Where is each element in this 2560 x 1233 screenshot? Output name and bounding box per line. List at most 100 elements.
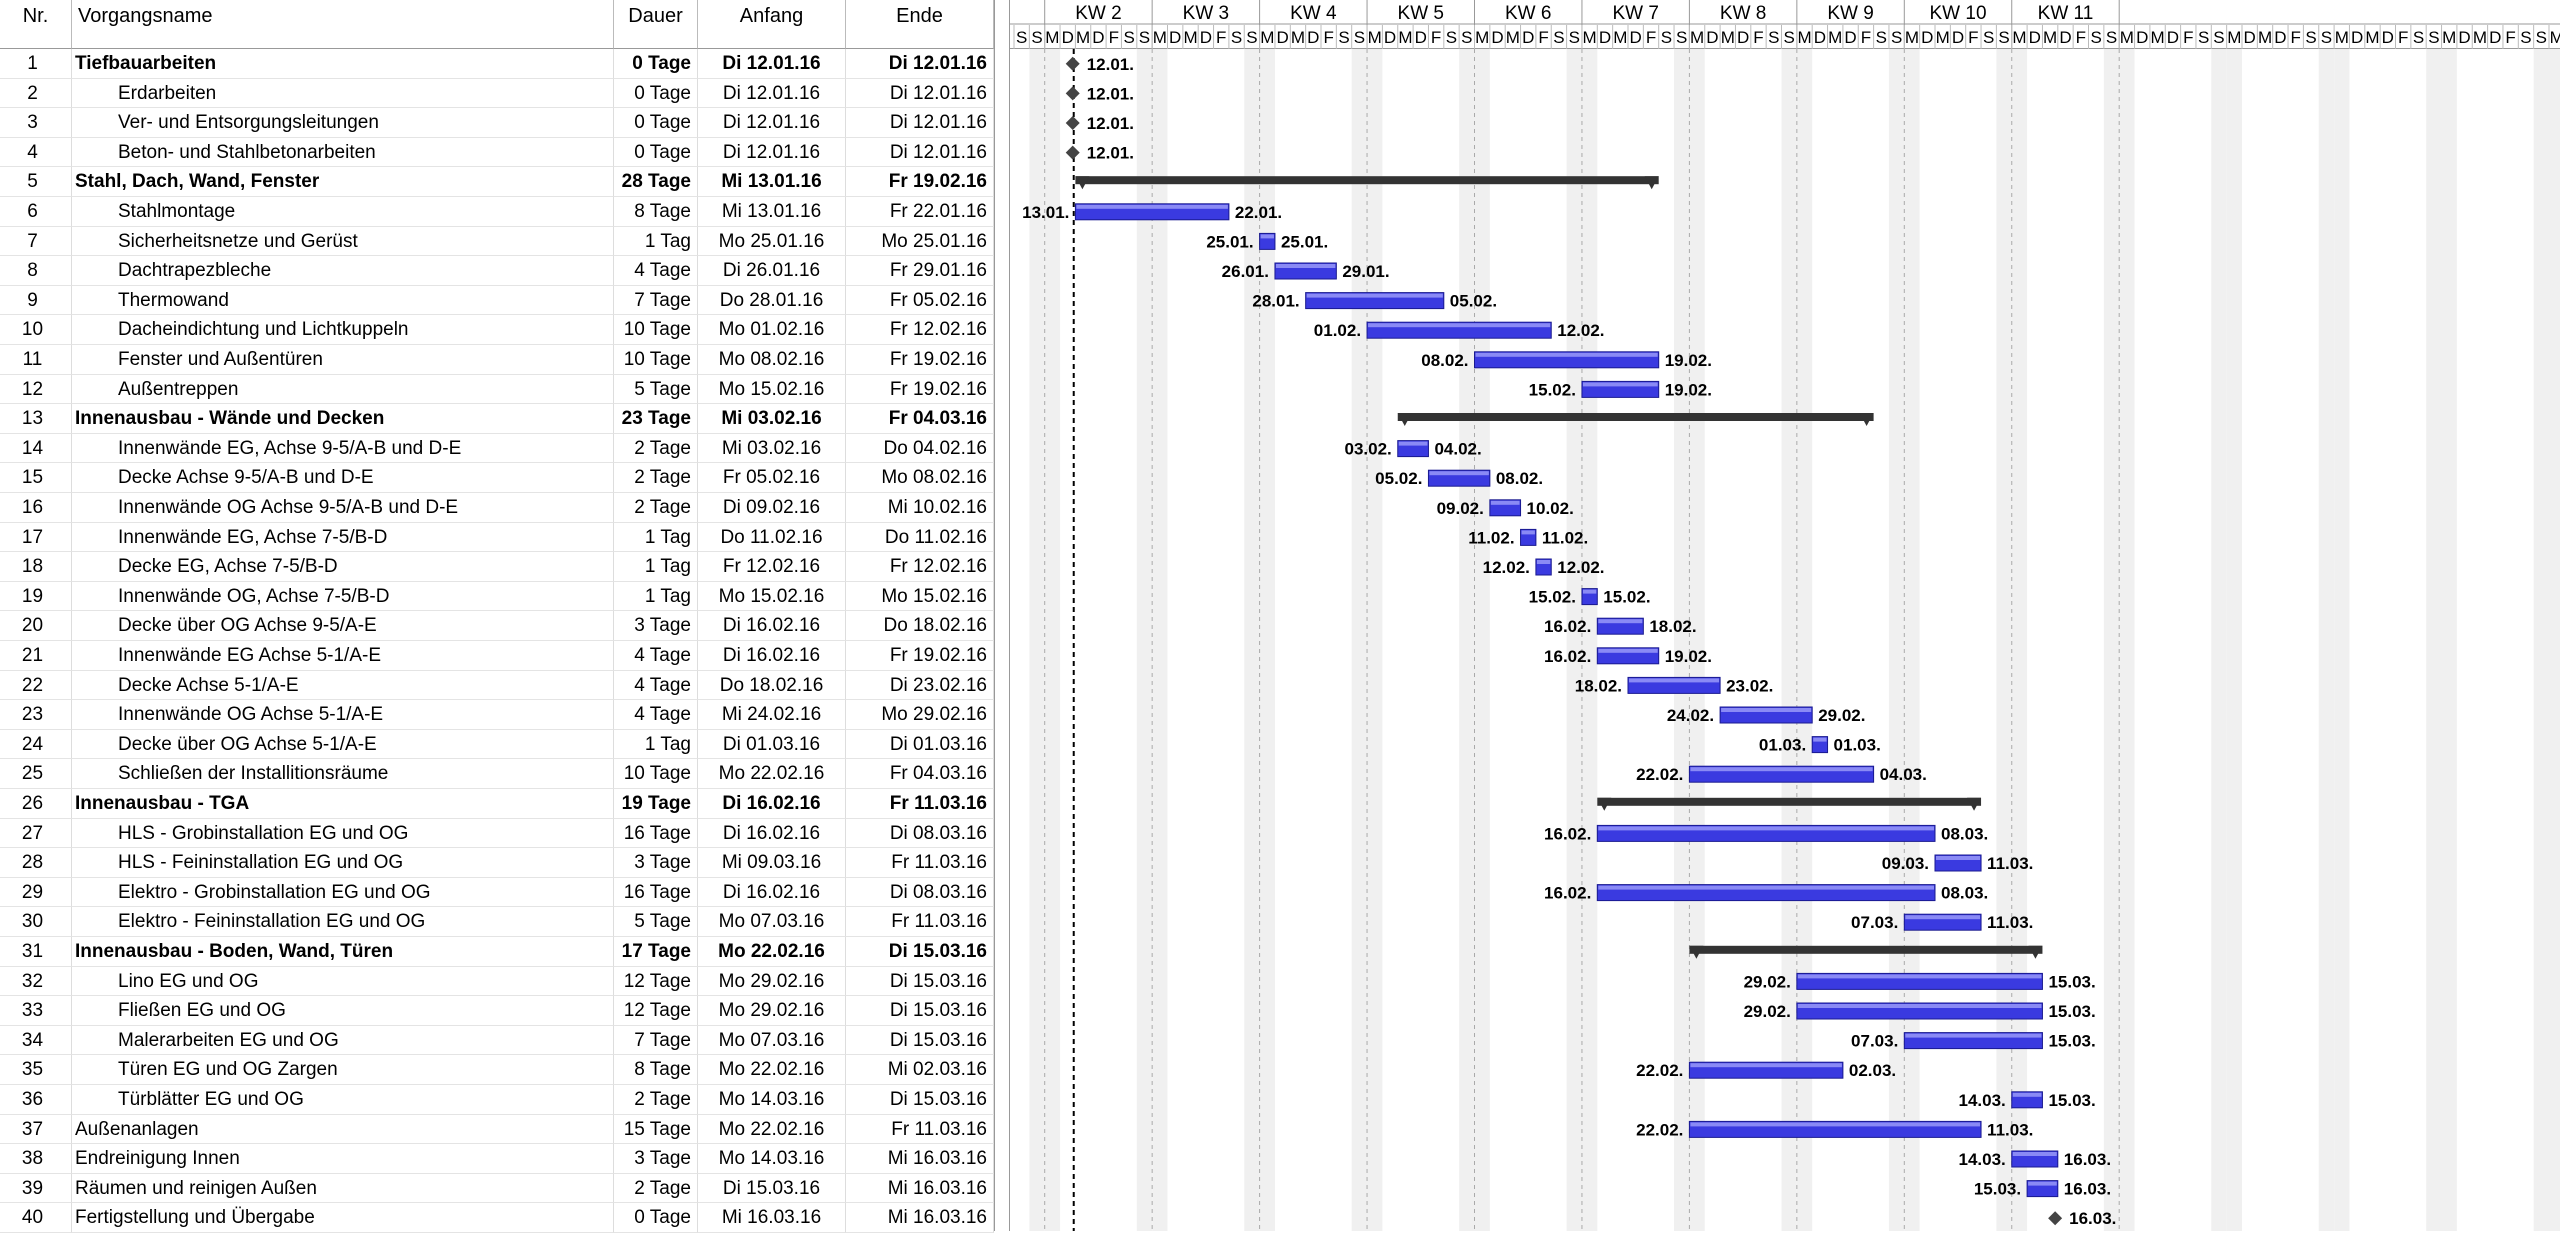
table-row[interactable]: 33 Fließen EG und OG 12 Tage Mo 29.02.16 Di …: [0, 996, 1010, 1026]
task-end: Do 04.02.16: [846, 433, 994, 464]
task-duration: 0 Tage: [614, 49, 698, 79]
day-letter: S: [1661, 28, 1672, 47]
table-row[interactable]: 22 Decke Achse 5-1/A-E 4 Tage Do 18.02.16 Di…: [0, 670, 1010, 701]
weekend-shade: [1259, 49, 1275, 1231]
task-duration: 16 Tage: [614, 877, 698, 908]
task-name: Innenwände EG, Achse 9-5/A-B und D-E: [72, 433, 614, 464]
table-row[interactable]: 13 Innenausbau - Wände und Decken 23 Tage M…: [0, 404, 1010, 434]
table-row[interactable]: 4 Beton- und Stahlbetonarbeiten 0 Tage Di 1…: [0, 137, 1010, 168]
task-duration: 10 Tage: [614, 759, 698, 789]
table-row[interactable]: 14 Innenwände EG, Achse 9-5/A-B und D-E 2 …: [0, 433, 1010, 464]
task-end: Di 15.03.16: [846, 1025, 994, 1056]
task-bar-highlight: [1690, 1122, 1981, 1127]
column-header-duration[interactable]: Dauer: [614, 0, 698, 49]
milestone-marker: [1065, 145, 1080, 160]
summary-cap-end: [2028, 945, 2043, 959]
table-row[interactable]: 31 Innenausbau - Boden, Wand, Türen 17 Tag…: [0, 937, 1010, 967]
day-letter: M: [1076, 28, 1090, 47]
task-end: Mo 25.01.16: [846, 226, 994, 257]
table-row[interactable]: 36 Türblätter EG und OG 2 Tage Mo 14.03.16 D…: [0, 1085, 1010, 1115]
table-row[interactable]: 40 Fertigstellung und Übergabe 0 Tage Mi 16…: [0, 1203, 1010, 1233]
table-row[interactable]: 37 Außenanlagen 15 Tage Mo 22.02.16 Fr 11.03…: [0, 1114, 1010, 1145]
split-bar[interactable]: [994, 0, 1010, 1231]
task-end: Fr 29.01.16: [846, 256, 994, 286]
task-name: Malerarbeiten EG und OG: [72, 1025, 614, 1056]
table-row[interactable]: 11 Fenster und Außentüren 10 Tage Mo 08.02.…: [0, 345, 1010, 375]
task-start: Mo 22.02.16: [698, 759, 846, 789]
task-name: Decke über OG Achse 9-5/A-E: [72, 611, 614, 641]
day-letter: M: [2227, 28, 2241, 47]
table-row[interactable]: 39 Räumen und reinigen Außen 2 Tage Di 15.0…: [0, 1173, 1010, 1204]
table-row[interactable]: 12 Außentreppen 5 Tage Mo 15.02.16 Fr 19.02.…: [0, 374, 1010, 405]
day-letter: F: [1109, 28, 1119, 47]
day-letter: S: [2428, 28, 2439, 47]
bar-label-start: 07.03.: [1851, 913, 1898, 932]
gantt-chart: KW 2 KW 3 KW 4 KW 5 KW 6 KW 7 KW 8 KW 9 KW 10 KW …: [1010, 0, 2560, 1231]
task-bar-highlight: [1797, 974, 2042, 979]
task-name: Thermowand: [72, 285, 614, 316]
table-row[interactable]: 9 Thermowand 7 Tage Do 28.01.16 Fr 05.02.16: [0, 285, 1010, 316]
day-letter: D: [1952, 28, 1964, 47]
table-row[interactable]: 23 Innenwände OG Achse 5-1/A-E 4 Tage Mi 24…: [0, 700, 1010, 730]
table-row[interactable]: 16 Innenwände OG Achse 9-5/A-B und D-E 2 T…: [0, 493, 1010, 523]
table-row[interactable]: 19 Innenwände OG, Achse 7-5/B-D 1 Tag Mo 15…: [0, 581, 1010, 612]
table-row[interactable]: 5 Stahl, Dach, Wand, Fenster 28 Tage Mi 13.…: [0, 167, 1010, 197]
task-start: Fr 05.02.16: [698, 463, 846, 493]
task-name: Stahl, Dach, Wand, Fenster: [72, 167, 614, 197]
task-bar-highlight: [1306, 293, 1443, 298]
task-duration: 10 Tage: [614, 315, 698, 345]
table-row[interactable]: 3 Ver- und Entsorgungsleitungen 0 Tage Di 1…: [0, 108, 1010, 138]
day-letter: F: [1431, 28, 1441, 47]
day-letter: D: [2274, 28, 2286, 47]
day-letter: S: [1031, 28, 1042, 47]
day-letter: D: [2382, 28, 2394, 47]
day-letter: M: [1936, 28, 1950, 47]
task-bar-highlight: [1721, 708, 1812, 712]
table-row[interactable]: 10 Dacheindichtung und Lichtkuppeln 10 Tag…: [0, 315, 1010, 345]
table-row[interactable]: 21 Innenwände EG Achse 5-1/A-E 4 Tage Di 16…: [0, 641, 1010, 671]
task-name: Endreinigung Innen: [72, 1144, 614, 1174]
table-row[interactable]: 29 Elektro - Grobinstallation EG und OG 16…: [0, 877, 1010, 908]
day-letter: M: [1183, 28, 1197, 47]
table-row[interactable]: 27 HLS - Grobinstallation EG und OG 16 Tag…: [0, 818, 1010, 849]
day-letter: M: [1475, 28, 1489, 47]
table-row[interactable]: 28 HLS - Feininstallation EG und OG 3 Tage…: [0, 848, 1010, 878]
table-row[interactable]: 35 Türen EG und OG Zargen 8 Tage Mo 22.02.1…: [0, 1055, 1010, 1085]
weekend-shade: [1996, 49, 2012, 1231]
task-start: Di 09.02.16: [698, 493, 846, 523]
table-row[interactable]: 6 Stahlmontage 8 Tage Mi 13.01.16 Fr 22.01.1…: [0, 197, 1010, 227]
task-nr: 8: [0, 256, 72, 286]
table-row[interactable]: 15 Decke Achse 9-5/A-B und D-E 2 Tage Fr 05…: [0, 463, 1010, 493]
table-row[interactable]: 7 Sicherheitsnetze und Gerüst 1 Tag Mo 25.0…: [0, 226, 1010, 257]
table-row[interactable]: 32 Lino EG und OG 12 Tage Mo 29.02.16 Di 15.…: [0, 966, 1010, 997]
task-name: Dacheindichtung und Lichtkuppeln: [72, 315, 614, 345]
task-duration: 19 Tage: [614, 789, 698, 819]
table-row[interactable]: 30 Elektro - Feininstallation EG und OG 5 …: [0, 907, 1010, 937]
table-row[interactable]: 20 Decke über OG Achse 9-5/A-E 3 Tage Di 16…: [0, 611, 1010, 641]
column-header-end[interactable]: Ende: [846, 0, 994, 49]
task-end: Mo 08.02.16: [846, 463, 994, 493]
bar-label-end: 08.03.: [1941, 824, 1988, 843]
table-row[interactable]: 24 Decke über OG Achse 5-1/A-E 1 Tag Di 01.…: [0, 729, 1010, 760]
task-start: Mi 24.02.16: [698, 700, 846, 730]
column-header-start[interactable]: Anfang: [698, 0, 846, 49]
bar-label-end: 04.02.: [1434, 440, 1481, 459]
table-row[interactable]: 17 Innenwände EG, Achse 7-5/B-D 1 Tag Do 11…: [0, 522, 1010, 553]
column-header-nr[interactable]: Nr.: [0, 0, 72, 49]
table-row[interactable]: 34 Malerarbeiten EG und OG 7 Tage Mo 07.03.…: [0, 1025, 1010, 1056]
table-row[interactable]: 1 Tiefbauarbeiten 0 Tage Di 12.01.16 Di 12.0…: [0, 49, 1010, 79]
table-row[interactable]: 25 Schließen der Installitionsräume 10 Tag…: [0, 759, 1010, 789]
table-row[interactable]: 2 Erdarbeiten 0 Tage Di 12.01.16 Di 12.01.16: [0, 78, 1010, 109]
bar-label-start: 14.03.: [1958, 1150, 2005, 1169]
task-name: Innenwände OG Achse 9-5/A-B und D-E: [72, 493, 614, 523]
table-row[interactable]: 8 Dachtrapezbleche 4 Tage Di 26.01.16 Fr 29.…: [0, 256, 1010, 286]
bar-label-start: 08.02.: [1421, 351, 1468, 370]
column-header-name[interactable]: Vorgangsname: [72, 0, 614, 49]
day-letter: S: [1016, 28, 1027, 47]
task-start: Di 15.03.16: [698, 1173, 846, 1204]
task-nr: 37: [0, 1114, 72, 1145]
table-row[interactable]: 38 Endreinigung Innen 3 Tage Mo 14.03.16 Mi …: [0, 1144, 1010, 1174]
table-row[interactable]: 26 Innenausbau - TGA 19 Tage Di 16.02.16 Fr …: [0, 789, 1010, 819]
task-end: Mi 16.03.16: [846, 1144, 994, 1174]
table-row[interactable]: 18 Decke EG, Achse 7-5/B-D 1 Tag Fr 12.02.1…: [0, 552, 1010, 582]
